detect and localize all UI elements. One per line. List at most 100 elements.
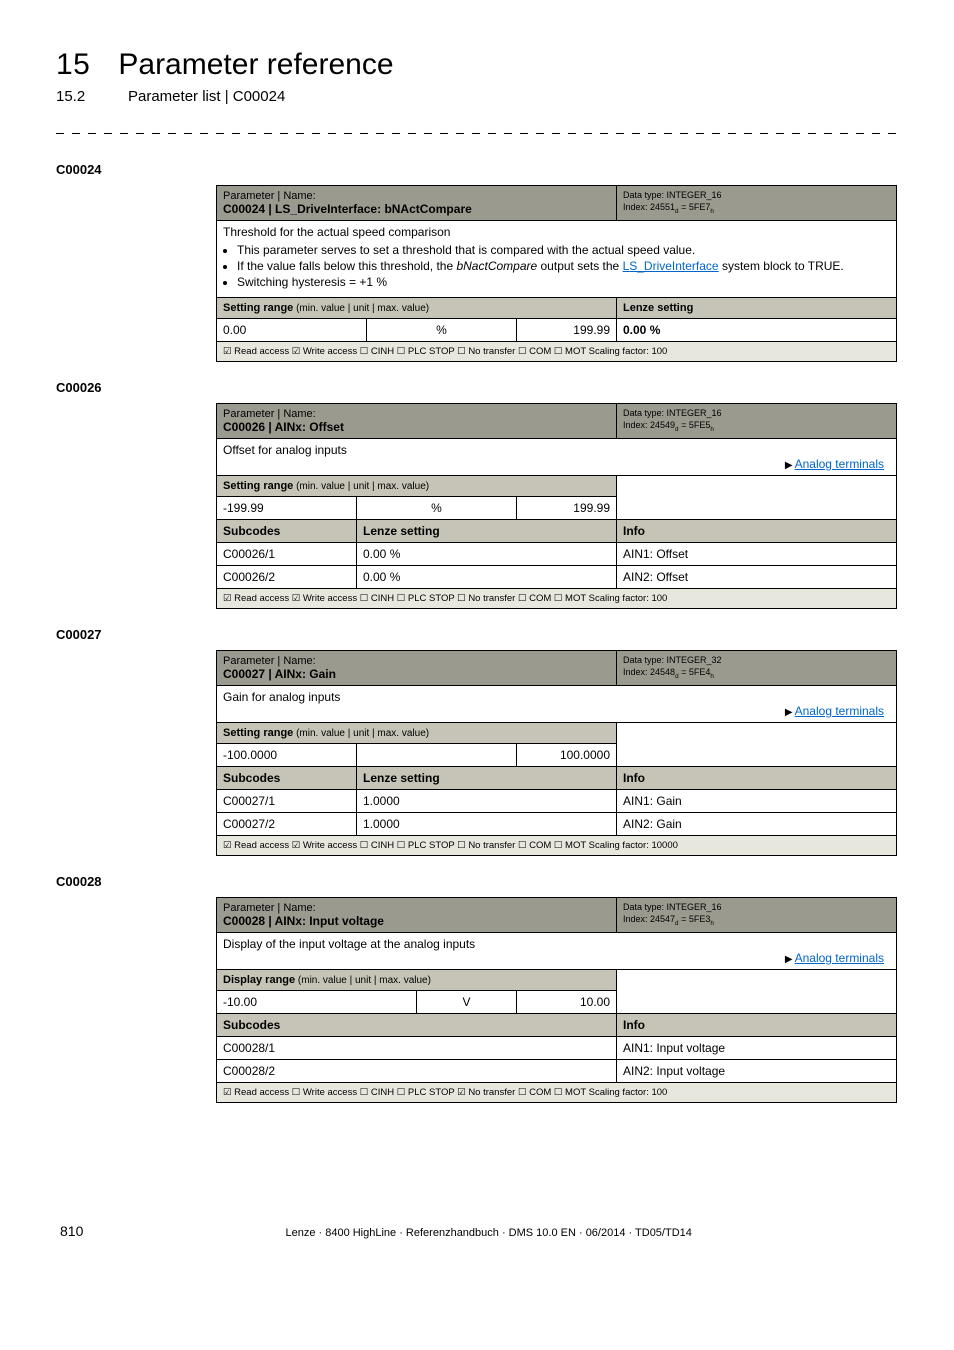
section-number: 15.2 (56, 88, 100, 105)
analog-terminals-link[interactable]: Analog terminals (795, 951, 884, 965)
dtype-sub2: h (710, 672, 714, 679)
setting-range-label: Setting range (223, 727, 293, 739)
chapter-title: Parameter reference (118, 48, 393, 82)
subcode: C00026/2 (217, 566, 357, 589)
display-range-sub: (min. value | unit | max. value) (295, 975, 431, 986)
analog-terminals-link[interactable]: Analog terminals (795, 457, 884, 471)
min-value: -10.00 (217, 991, 417, 1014)
param-name-label: Parameter | Name: (223, 408, 610, 420)
max-value: 100.0000 (517, 744, 617, 767)
description-cell: Threshold for the actual speed compariso… (217, 221, 897, 298)
page: 15 Parameter reference 15.2 Parameter li… (0, 0, 954, 1271)
triangle-icon: ▶ (785, 707, 793, 718)
unit-value (357, 744, 517, 767)
dtype-sub2: h (710, 207, 714, 214)
desc-text: Gain for analog inputs (223, 690, 890, 704)
desc-text: system block to TRUE. (719, 259, 844, 273)
lenze-value: 1.0000 (357, 813, 617, 836)
param-id: C00024 (56, 162, 898, 177)
desc-intro: Threshold for the actual speed compariso… (223, 225, 890, 239)
description-cell: Gain for analog inputs ▶Analog terminals (217, 686, 897, 723)
display-range-label: Display range (223, 974, 295, 986)
dtype-line1: Data type: INTEGER_32 (623, 655, 722, 665)
lenze-value: 1.0000 (357, 790, 617, 813)
desc-text: Display of the input voltage at the anal… (223, 937, 890, 951)
access-text: ☑ Read access ☑ Write access ☐ CINH ☐ PL… (223, 346, 667, 357)
analog-terminals-link-row: ▶Analog terminals (223, 951, 890, 965)
lenze-setting-header: Lenze setting (357, 520, 617, 543)
max-value: 199.99 (517, 497, 617, 520)
min-value: 0.00 (217, 319, 367, 342)
datatype-cell: Data type: INTEGER_16 Index: 24549d = 5F… (617, 404, 897, 439)
param-table-c00028: Parameter | Name: C00028 | AINx: Input v… (216, 897, 897, 1103)
info-value: AIN2: Gain (617, 813, 897, 836)
chapter-number: 15 (56, 48, 90, 82)
subcodes-header: Subcodes (217, 520, 357, 543)
datatype-cell: Data type: INTEGER_32 Index: 24548d = 5F… (617, 651, 897, 686)
info-value: AIN1: Input voltage (617, 1037, 897, 1060)
subcodes-header: Subcodes (217, 1014, 617, 1037)
desc-item: Switching hysteresis = +1 % (237, 275, 890, 289)
param-table-c00026: Parameter | Name: C00026 | AINx: Offset … (216, 403, 897, 609)
setting-range-label: Setting range (223, 302, 293, 314)
param-id: C00028 (56, 874, 898, 889)
param-table-c00024: Parameter | Name: C00024 | LS_DriveInter… (216, 185, 897, 362)
param-header-cell: Parameter | Name: C00028 | AINx: Input v… (217, 898, 617, 933)
desc-text: This parameter serves to set a threshold… (237, 243, 695, 257)
param-id: C00026 (56, 380, 898, 395)
unit-value: % (367, 319, 517, 342)
dtype-line2a: Index: 24548 (623, 667, 675, 677)
dtype-line2a: Index: 24551 (623, 202, 675, 212)
description-cell: Display of the input voltage at the anal… (217, 933, 897, 970)
desc-item: If the value falls below this threshold,… (237, 259, 890, 273)
min-value: -100.0000 (217, 744, 357, 767)
max-value: 10.00 (517, 991, 617, 1014)
subcode: C00028/2 (217, 1060, 617, 1083)
triangle-icon: ▶ (785, 954, 793, 965)
subcode: C00027/1 (217, 790, 357, 813)
unit-value: V (417, 991, 517, 1014)
analog-terminals-link-row: ▶Analog terminals (223, 457, 890, 471)
access-footer: ☑ Read access ☑ Write access ☐ CINH ☐ PL… (217, 836, 897, 856)
footer-text: Lenze · 8400 HighLine · Referenzhandbuch… (285, 1227, 691, 1239)
triangle-icon: ▶ (785, 460, 793, 471)
param-name-label: Parameter | Name: (223, 190, 610, 202)
dtype-line2b: = 5FE5 (679, 420, 711, 430)
param-title: C00027 | AINx: Gain (223, 667, 610, 681)
setting-range-sub: (min. value | unit | max. value) (293, 303, 429, 314)
lenze-setting-header: Lenze setting (617, 298, 897, 319)
unit-value: % (357, 497, 517, 520)
dtype-line1: Data type: INTEGER_16 (623, 902, 722, 912)
info-value: AIN2: Input voltage (617, 1060, 897, 1083)
analog-terminals-link[interactable]: Analog terminals (795, 704, 884, 718)
section-title: Parameter list | C00024 (128, 88, 285, 105)
param-title: C00024 | LS_DriveInterface: bNActCompare (223, 202, 610, 216)
lenze-value: 0.00 % (617, 319, 897, 342)
analog-terminals-link-row: ▶Analog terminals (223, 704, 890, 718)
param-table-c00027: Parameter | Name: C00027 | AINx: Gain Da… (216, 650, 897, 856)
desc-text: Offset for analog inputs (223, 443, 890, 457)
dtype-line2b: = 5FE4 (679, 667, 711, 677)
dtype-line2a: Index: 24547 (623, 914, 675, 924)
divider (56, 133, 898, 134)
max-value: 199.99 (517, 319, 617, 342)
lenze-value: 0.00 % (357, 566, 617, 589)
access-footer: ☑ Read access ☑ Write access ☐ CINH ☐ PL… (217, 342, 897, 362)
subcodes-header: Subcodes (217, 767, 357, 790)
access-text: ☑ Read access ☑ Write access ☐ CINH ☐ PL… (223, 840, 678, 851)
desc-item: This parameter serves to set a threshold… (237, 243, 890, 257)
access-footer: ☑ Read access ☑ Write access ☐ CINH ☐ PL… (217, 589, 897, 609)
setting-range-label: Setting range (223, 480, 293, 492)
sub-header: 15.2 Parameter list | C00024 (56, 88, 898, 105)
lenze-value: 0.00 % (357, 543, 617, 566)
desc-text: output sets the (537, 259, 622, 273)
info-value: AIN2: Offset (617, 566, 897, 589)
info-header: Info (617, 1014, 897, 1037)
ls-driveinterface-link[interactable]: LS_DriveInterface (623, 259, 719, 273)
display-range-header: Display range (min. value | unit | max. … (217, 970, 617, 991)
setting-range-header: Setting range (min. value | unit | max. … (217, 476, 617, 497)
datatype-cell: Data type: INTEGER_16 Index: 24551d = 5F… (617, 186, 897, 221)
param-name-label: Parameter | Name: (223, 902, 610, 914)
empty-cell (617, 476, 897, 520)
datatype-cell: Data type: INTEGER_16 Index: 24547d = 5F… (617, 898, 897, 933)
